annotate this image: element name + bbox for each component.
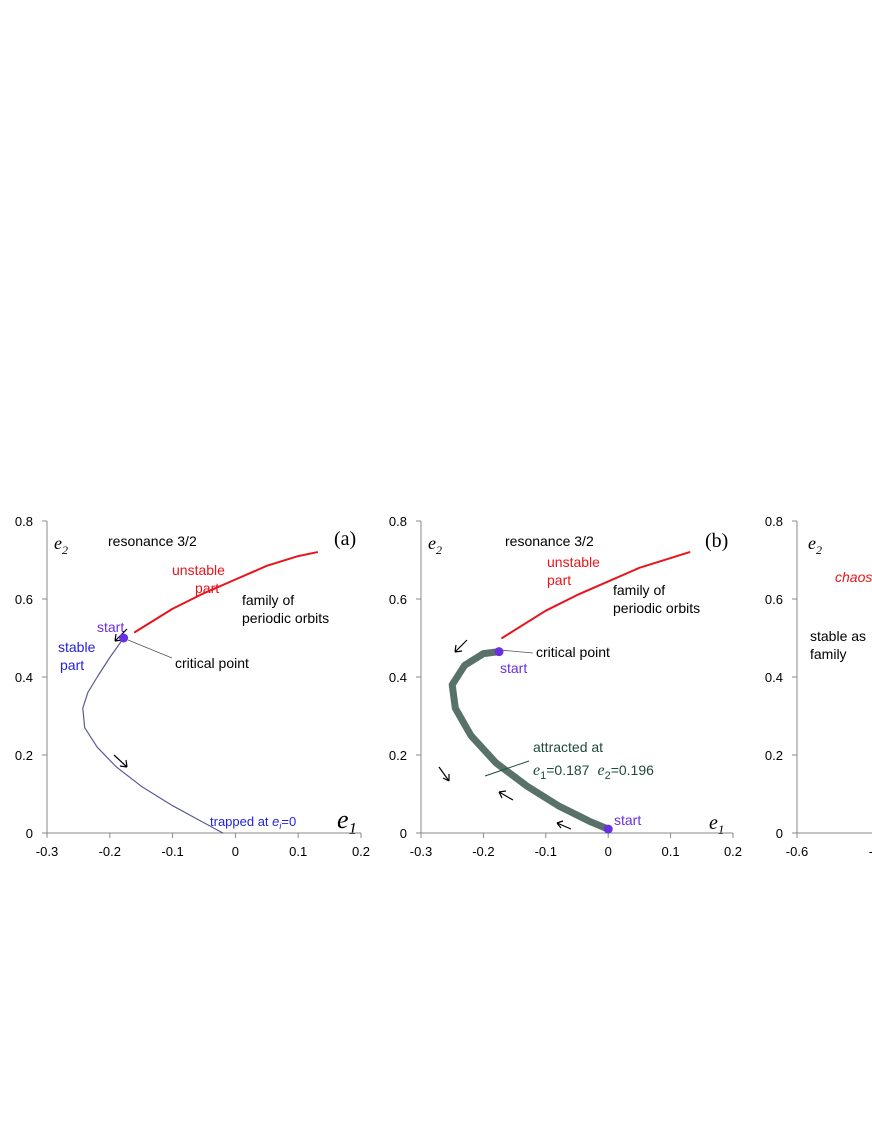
y-tick-label: 0 [400, 826, 407, 841]
text-part: e [272, 814, 279, 829]
annotation: stable [58, 639, 96, 655]
annotation: periodic orbits [242, 610, 329, 626]
y-tick-label: 0.8 [15, 514, 33, 529]
arrow [498, 790, 514, 801]
x-tick-label: 0.2 [724, 844, 742, 859]
leader-line [127, 639, 173, 659]
x-tick-label: 0 [605, 844, 612, 859]
point [494, 647, 504, 657]
annotation: part [547, 572, 571, 588]
annotation: periodic orbits [613, 600, 700, 616]
arrow [113, 754, 128, 768]
annotation: start [614, 812, 641, 828]
x-tick-label: 0 [232, 844, 239, 859]
series-line [501, 551, 691, 639]
arrow [454, 639, 468, 653]
y-tick-label: 0.6 [15, 592, 33, 607]
annotation: family of [613, 582, 665, 598]
text-part: e [597, 762, 604, 779]
arrow [438, 766, 450, 782]
text-part: =0.187 [546, 762, 589, 778]
annotation: family [810, 646, 847, 662]
point [603, 824, 613, 834]
y-tick-label: 0.4 [389, 670, 407, 685]
x-tick-label: -0.1 [161, 844, 183, 859]
y-tick-label: 0.6 [765, 592, 783, 607]
series-line [448, 648, 612, 833]
series-line [133, 551, 319, 634]
x-tick-label: 0.1 [662, 844, 680, 859]
annotation: critical point [175, 655, 249, 671]
annotation: e1=0.187 e2=0.196 [533, 762, 654, 782]
y-tick-label: 0.6 [389, 592, 407, 607]
y-tick-label: 0.4 [765, 670, 783, 685]
text-part: =0 [281, 814, 296, 829]
annotation: start [97, 619, 124, 635]
y-tick-label: 0.8 [765, 514, 783, 529]
x-axis-label: e1 [709, 812, 724, 837]
y-tick-label: 0.8 [389, 514, 407, 529]
arrow [556, 820, 572, 830]
y-tick-label: 0.2 [389, 748, 407, 763]
x-tick-label: -0.3 [410, 844, 432, 859]
x-tick-label: 0.2 [352, 844, 370, 859]
x-axis-label: e1 [337, 805, 357, 838]
annotation: unstable [547, 554, 600, 570]
text-part: trapped at [210, 814, 272, 829]
y-tick-label: 0.2 [765, 748, 783, 763]
text-part: 2 [605, 770, 611, 782]
annotation: stable as [810, 628, 866, 644]
y-tick-label: 0.2 [15, 748, 33, 763]
y-axis-label: e2 [428, 533, 442, 557]
text-part: =0.196 [611, 762, 654, 778]
label-sub: 1 [349, 819, 358, 838]
leader-line [499, 649, 534, 654]
label-base: e [54, 533, 62, 553]
annotation: part [195, 580, 219, 596]
text-part: i [279, 821, 282, 831]
label-base: e [808, 533, 816, 553]
annotation: chaos [835, 569, 872, 585]
label-base: e [337, 805, 349, 834]
label-sub: 1 [718, 822, 725, 837]
label-sub: 2 [436, 543, 442, 557]
panel-title: resonance 3/2 [108, 533, 197, 549]
label-base: e [709, 812, 718, 834]
y-tick-label: 0.4 [15, 670, 33, 685]
x-tick-label: -0.3 [36, 844, 58, 859]
y-tick-label: 0 [26, 826, 33, 841]
annotation: critical point [536, 644, 610, 660]
panel-label: (b) [705, 530, 728, 552]
point [119, 633, 129, 643]
series-line [82, 637, 224, 834]
y-tick-label: 0 [776, 826, 783, 841]
annotation: unstable [172, 562, 225, 578]
annotation: trapped at ei=0 [210, 814, 296, 831]
y-axis-label: e2 [808, 533, 822, 557]
annotation: family of [242, 592, 294, 608]
label-base: e [428, 533, 436, 553]
x-tick-label: -0.2 [472, 844, 494, 859]
x-tick-label: -0.1 [535, 844, 557, 859]
x-tick-label: -0.6 [786, 844, 808, 859]
y-axis-label: e2 [54, 533, 68, 557]
annotation: attracted at [533, 739, 603, 755]
label-sub: 2 [816, 543, 822, 557]
x-tick-label: 0.1 [289, 844, 307, 859]
annotation: part [60, 657, 84, 673]
x-tick-label: -0.2 [99, 844, 121, 859]
text-part: 1 [540, 770, 546, 782]
panel-label: (a) [334, 528, 356, 550]
label-sub: 2 [62, 543, 68, 557]
annotation: start [500, 660, 527, 676]
x-tick-label: -0.4 [869, 844, 872, 859]
text-part: e [533, 762, 540, 779]
panel-title: resonance 3/2 [505, 533, 594, 549]
